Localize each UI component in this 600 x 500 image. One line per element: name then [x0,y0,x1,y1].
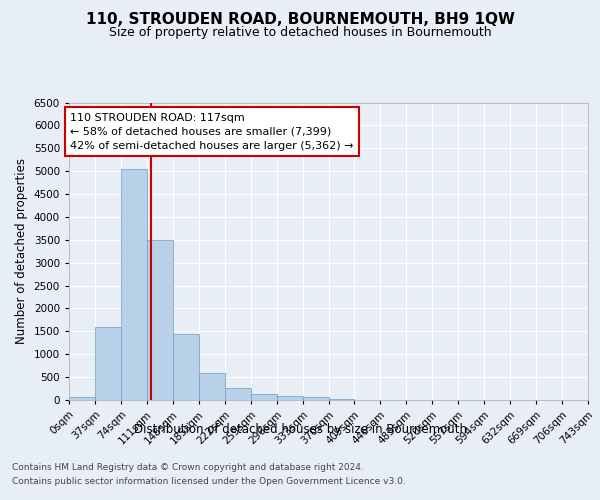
Bar [173,334,199,400]
Bar [302,398,329,400]
Bar [199,372,224,400]
Bar [277,396,302,400]
Text: 110, STROUDEN ROAD, BOURNEMOUTH, BH9 1QW: 110, STROUDEN ROAD, BOURNEMOUTH, BH9 1QW [86,12,514,28]
Text: 110 STROUDEN ROAD: 117sqm
← 58% of detached houses are smaller (7,399)
42% of se: 110 STROUDEN ROAD: 117sqm ← 58% of detac… [70,112,354,150]
Text: Contains HM Land Registry data © Crown copyright and database right 2024.: Contains HM Land Registry data © Crown c… [12,462,364,471]
Bar [225,388,251,400]
Bar [147,240,173,400]
Text: Distribution of detached houses by size in Bournemouth: Distribution of detached houses by size … [133,422,467,436]
Text: Size of property relative to detached houses in Bournemouth: Size of property relative to detached ho… [109,26,491,39]
Bar [69,398,95,400]
Bar [121,169,147,400]
Bar [251,394,277,400]
Text: Contains public sector information licensed under the Open Government Licence v3: Contains public sector information licen… [12,478,406,486]
Y-axis label: Number of detached properties: Number of detached properties [15,158,28,344]
Bar [95,327,121,400]
